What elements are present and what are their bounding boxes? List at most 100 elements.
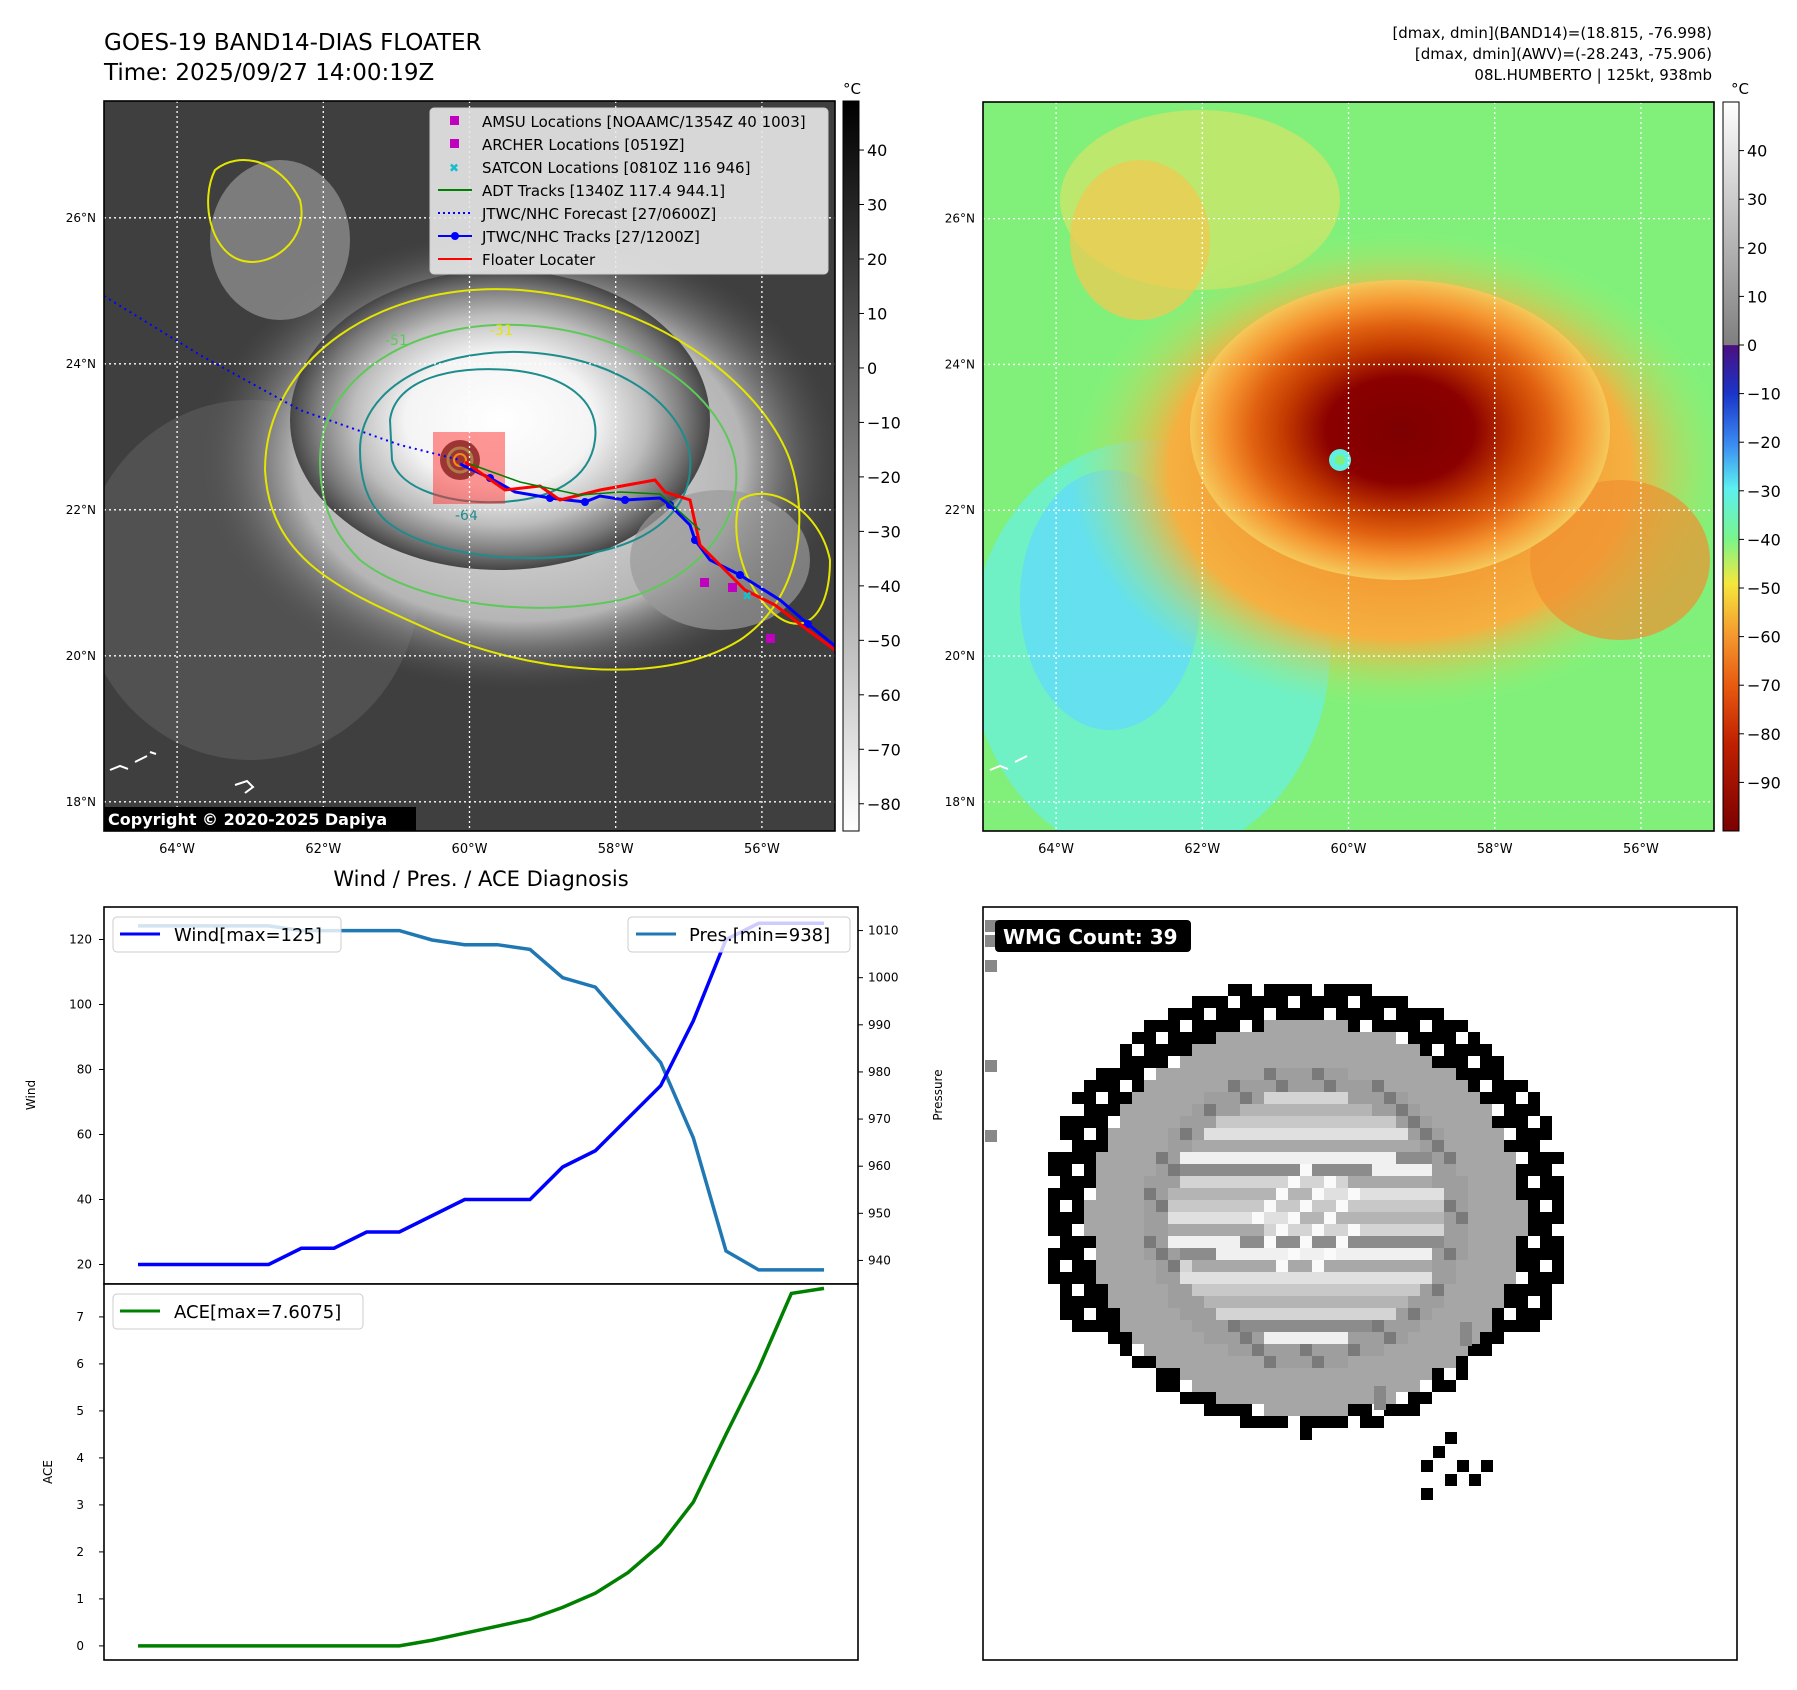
- wmg-pixel: [1084, 1104, 1096, 1116]
- wmg-pixel: [1300, 1236, 1312, 1248]
- wmg-pixel: [1312, 1008, 1324, 1020]
- wmg-pixel: [1444, 1044, 1456, 1056]
- wmg-pixel: [1120, 1248, 1132, 1260]
- wmg-pixel: [1252, 1308, 1264, 1320]
- wmg-pixel: [1240, 1104, 1252, 1116]
- wmg-pixel: [1420, 1080, 1432, 1092]
- wmg-pixel: [1396, 996, 1408, 1008]
- wmg-pixel: [1192, 1296, 1204, 1308]
- wmg-pixel: [1180, 1212, 1192, 1224]
- wmg-pixel: [1552, 1200, 1564, 1212]
- wmg-pixel: [1096, 1260, 1108, 1272]
- wmg-pixel: [1216, 1392, 1228, 1404]
- wmg-pixel: [1396, 1080, 1408, 1092]
- wmg-pixel: [985, 935, 997, 947]
- wmg-pixel: [1228, 1176, 1240, 1188]
- wmg-pixel: [1264, 1332, 1276, 1344]
- wmg-pixel: [1132, 1308, 1144, 1320]
- legend-amsu-label: AMSU Locations [NOAAMC/1354Z 40 1003]: [482, 113, 806, 131]
- wmg-pixel: [1060, 1308, 1072, 1320]
- wmg-pixel: [1204, 1140, 1216, 1152]
- wmg-pixel: [1492, 1236, 1504, 1248]
- wmg-pixel: [1240, 1380, 1252, 1392]
- ace-plot: 0 1 2 3 4 5 6 7 ACE ACE[max=7.6075]: [41, 1283, 859, 1661]
- wmg-pixel: [1456, 1260, 1468, 1272]
- wmg-pixel: [1216, 1236, 1228, 1248]
- wmg-pixel: [1360, 1200, 1372, 1212]
- wmg-pixel: [1300, 1116, 1312, 1128]
- wmg-pixel: [1432, 1104, 1444, 1116]
- wmg-pixel: [1108, 1140, 1120, 1152]
- wmg-pixel: [1504, 1188, 1516, 1200]
- wmg-pixel: [1432, 1116, 1444, 1128]
- wmg-pixel: [1324, 1356, 1336, 1368]
- wmg-pixel: [1408, 1296, 1420, 1308]
- wmg-pixel: [1180, 1164, 1192, 1176]
- wmg-pixel: [1360, 1044, 1372, 1056]
- wmg-pixel: [1420, 1092, 1432, 1104]
- wmg-pixel: [1420, 1164, 1432, 1176]
- wmg-pixel: [1252, 1296, 1264, 1308]
- wmg-pixel: [1408, 1044, 1420, 1056]
- wmg-pixel: [1396, 1296, 1408, 1308]
- wmg-pixel: [1216, 1308, 1228, 1320]
- wmg-pixel: [1132, 1140, 1144, 1152]
- wmg-pixel: [1348, 1188, 1360, 1200]
- wmg-count-box: [995, 920, 1191, 952]
- wmg-pixel: [1252, 1032, 1264, 1044]
- wmg-pixel: [1144, 1020, 1156, 1032]
- copyright-text: Copyright © 2020-2025 Dapiya: [108, 810, 387, 829]
- wmg-pixel: [1336, 1392, 1348, 1404]
- wmg-pixel: [1156, 1272, 1168, 1284]
- wmg-pixel: [1468, 1260, 1480, 1272]
- wmg-pixel: [1264, 1248, 1276, 1260]
- wmg-pixel: [1204, 1020, 1216, 1032]
- wmg-pixel: [1468, 1044, 1480, 1056]
- wmg-pixel: [1060, 1128, 1072, 1140]
- wmg-pixel: [1240, 1068, 1252, 1080]
- wmg-pixel: [1432, 1308, 1444, 1320]
- wmg-pixel: [1276, 1248, 1288, 1260]
- wmg-pixel: [1420, 1200, 1432, 1212]
- pressure-legend-label: Pres.[min=938]: [689, 925, 830, 946]
- wmg-pixel: [1444, 1284, 1456, 1296]
- wmg-pixel: [1204, 1188, 1216, 1200]
- wmg-pixel: [1444, 1320, 1456, 1332]
- wmg-pixel: [1144, 1200, 1156, 1212]
- wmg-pixel: [1288, 1056, 1300, 1068]
- wmg-pixel: [1048, 1272, 1060, 1284]
- wmg-pixel: [1384, 1260, 1396, 1272]
- wmg-pixel: [1252, 1332, 1264, 1344]
- wmg-pixel: [1300, 1020, 1312, 1032]
- wmg-pixel: [1324, 1032, 1336, 1044]
- wmg-pixel: [1360, 1368, 1372, 1380]
- wmg-pixel: [1264, 1152, 1276, 1164]
- wmg-pixel: [1384, 1344, 1396, 1356]
- wmg-pixel: [1444, 1092, 1456, 1104]
- colorbar-right-unit: °C: [1731, 80, 1749, 98]
- wmg-pixel: [1360, 1260, 1372, 1272]
- wmg-pixel-grid: [985, 920, 1564, 1500]
- colorbar-tick-label: 40: [867, 141, 887, 160]
- wmg-pixel: [1396, 1344, 1408, 1356]
- wmg-pixel: [1132, 1104, 1144, 1116]
- wmg-pixel: [1048, 1188, 1060, 1200]
- wmg-pixel: [1204, 1248, 1216, 1260]
- wmg-pixel: [1252, 1344, 1264, 1356]
- legend-amsu-swatch: [450, 116, 459, 125]
- amsu-marker: [700, 578, 709, 587]
- wmg-pixel: [1252, 1260, 1264, 1272]
- wmg-pixel: [1396, 1380, 1408, 1392]
- wmg-pixel: [1288, 1380, 1300, 1392]
- wmg-pixel: [1516, 1080, 1528, 1092]
- wmg-pixel: [1192, 1248, 1204, 1260]
- wmg-pixel: [985, 960, 997, 972]
- wmg-pixel: [1252, 1092, 1264, 1104]
- pressure-tick-label: 1000: [868, 971, 899, 985]
- wmg-pixel: [1108, 1284, 1120, 1296]
- wmg-pixel: [1180, 1284, 1192, 1296]
- ir-map-lat-tick-label: 18°N: [66, 795, 96, 809]
- wmg-pixel: [1480, 1044, 1492, 1056]
- wmg-pixel: [1444, 1272, 1456, 1284]
- wmg-pixel: [1492, 1128, 1504, 1140]
